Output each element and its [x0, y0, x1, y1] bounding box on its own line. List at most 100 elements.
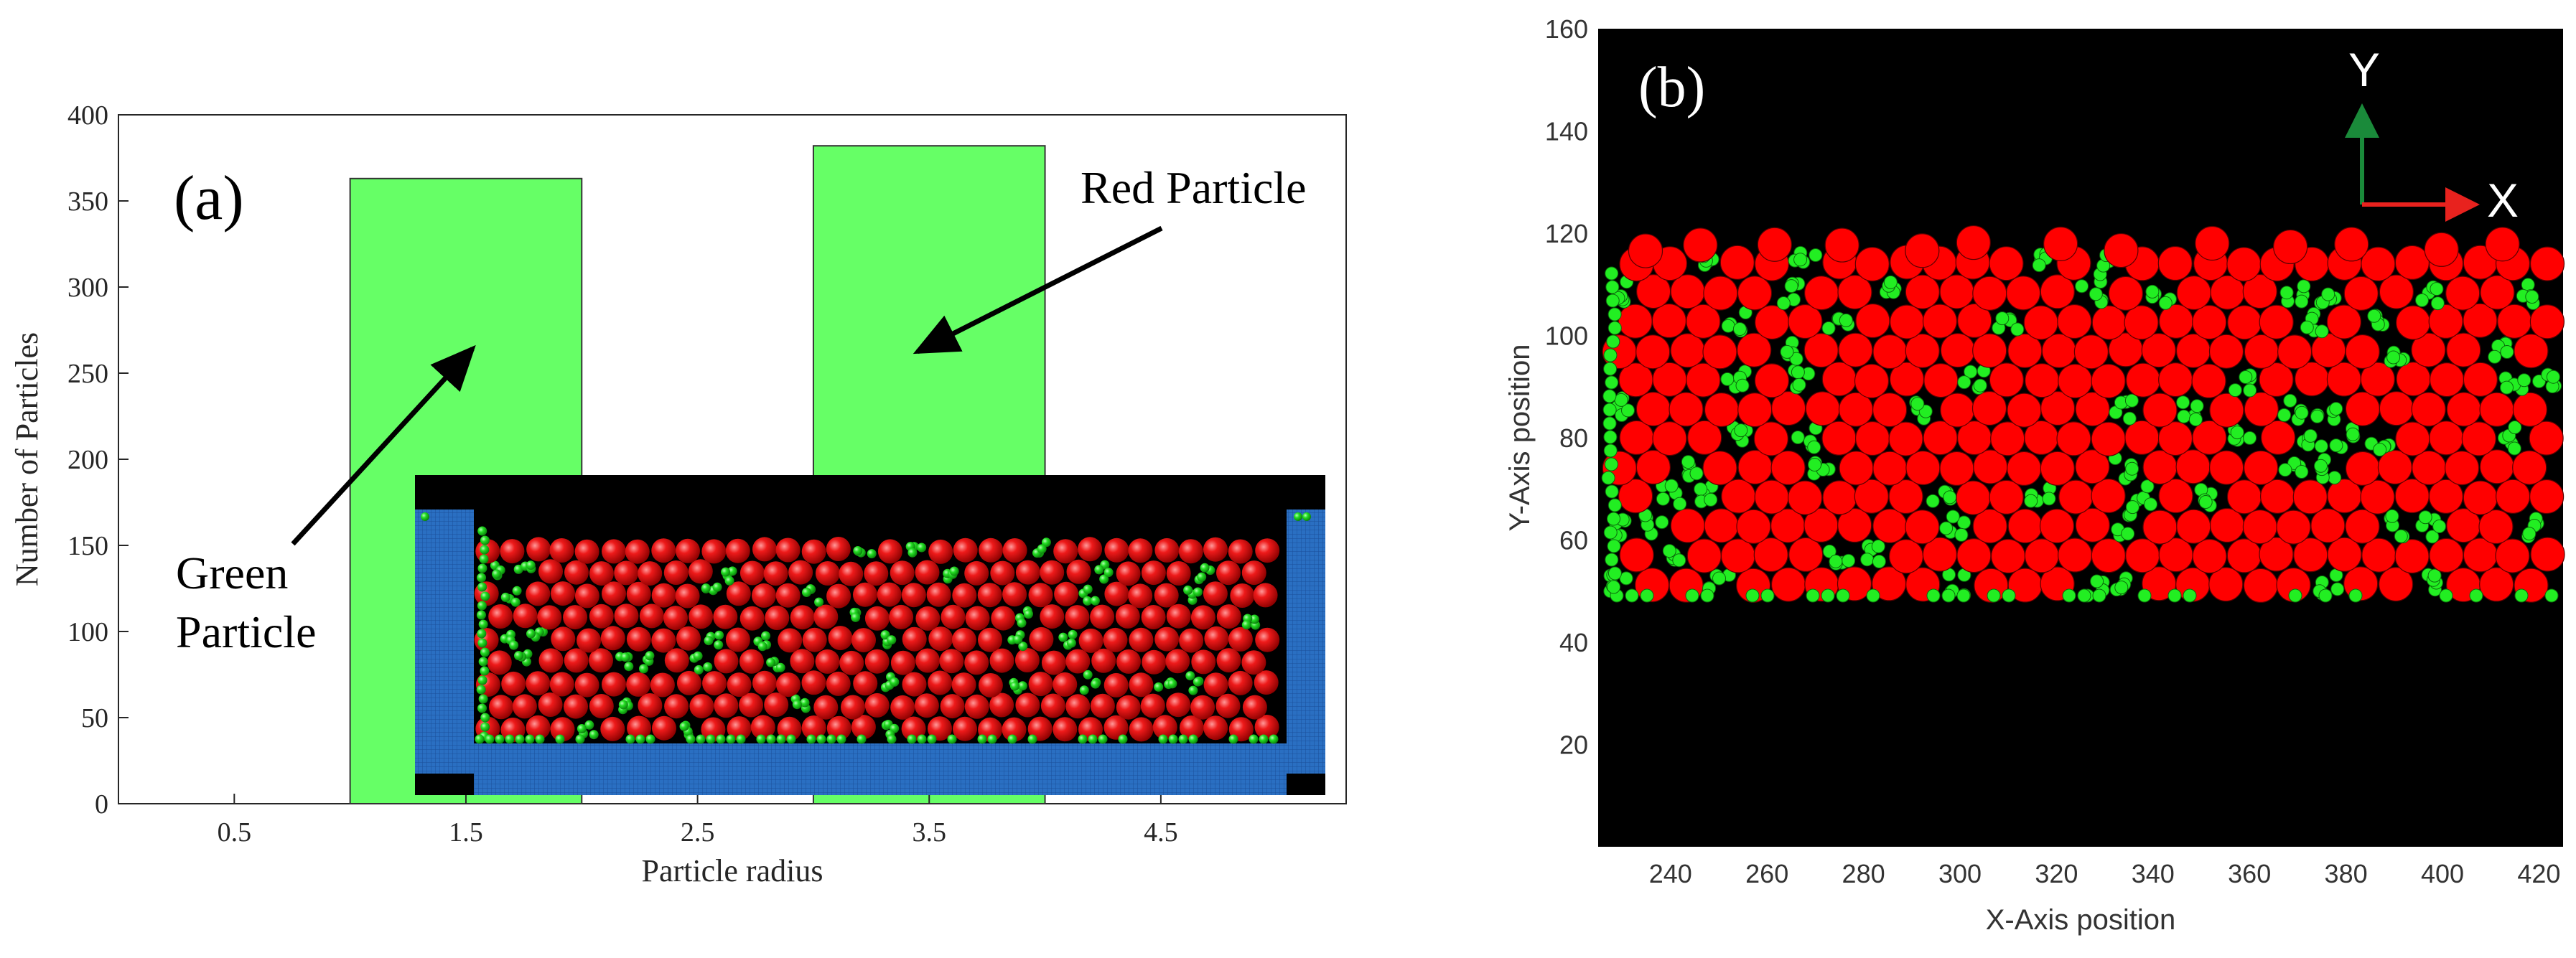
inset-red-particle [1154, 537, 1180, 563]
green-particle [2328, 471, 2342, 485]
inset-green-particle [535, 734, 545, 744]
green-particle [2125, 500, 2139, 515]
inset-red-particle [864, 606, 890, 631]
inset-red-particle [828, 626, 853, 651]
red-particle [1905, 233, 1940, 268]
inset-green-particle [987, 734, 997, 744]
inset-red-particle [714, 693, 739, 718]
red-particle [2412, 450, 2447, 486]
inset-green-particle [1249, 734, 1259, 744]
red-particle [1704, 392, 1740, 428]
inset-red-particle [602, 672, 626, 697]
inset-green-particle [526, 560, 536, 570]
green-particle [2546, 370, 2560, 384]
red-particle [1854, 479, 1889, 514]
red-particle [2446, 392, 2481, 427]
inset-red-particle [714, 649, 739, 674]
inset-red-particle [1128, 538, 1153, 563]
inset-green-particle [624, 662, 634, 672]
red-particle [1669, 392, 1704, 427]
red-particle [1719, 245, 1755, 280]
inset-green-particle [1167, 679, 1177, 689]
red-particle [2056, 421, 2091, 456]
red-particle [1940, 333, 1975, 368]
inset-green-particle [477, 638, 487, 648]
inset-green-particle [1017, 618, 1027, 628]
green-particle [1604, 457, 1618, 471]
inset-red-particle [688, 559, 713, 584]
green-particle [2090, 574, 2104, 588]
red-particle [2040, 390, 2076, 426]
green-particle [1689, 466, 1704, 481]
inset-green-particle [857, 734, 867, 744]
inset-red-particle [551, 581, 575, 606]
green-particle [2385, 509, 2399, 523]
inset-red-particle [600, 716, 625, 741]
inset-green-particle [806, 734, 816, 744]
red-particle [1619, 537, 1654, 573]
green-particle [1602, 416, 1617, 431]
inset-red-particle [1154, 583, 1179, 608]
inset-green-particle [480, 722, 490, 732]
red-particle [1990, 538, 2026, 574]
red-particle [2126, 362, 2161, 398]
inset-green-particle [851, 612, 861, 622]
red-particle [2157, 245, 2193, 281]
y-tick-label-6: 300 [67, 273, 108, 303]
inset-red-particle [877, 539, 902, 564]
green-particle [1995, 311, 2010, 326]
red-particle [1628, 233, 1663, 268]
red-particle [2175, 449, 2211, 484]
inset-green-particle [645, 651, 655, 661]
green-particle [1603, 348, 1618, 362]
red-particle [1872, 508, 1908, 544]
green-particle [2279, 286, 2294, 300]
red-particle [2242, 509, 2277, 545]
inset-red-particle [589, 561, 614, 586]
inset-red-particle [589, 648, 613, 673]
inset-red-particle [1228, 670, 1253, 695]
green-particle [2348, 588, 2363, 603]
inset-green-particle [480, 591, 490, 601]
green-particle [2121, 527, 2135, 541]
chart-b-xlabel: X-Axis position [1986, 904, 2176, 936]
inset-red-particle [526, 537, 551, 562]
inset-green-particle [1168, 734, 1178, 744]
x-tick-label-3: 300 [1938, 859, 1982, 888]
red-particle [1956, 225, 1991, 260]
red-particle [1956, 480, 1991, 515]
inset-green-particle [1269, 734, 1279, 744]
red-particle [2039, 508, 2075, 544]
green-particle [1712, 571, 1726, 586]
green-particle [2277, 408, 2292, 422]
red-particle [2261, 420, 2296, 455]
inset-red-particle [489, 695, 513, 720]
inset-red-particle [928, 716, 952, 741]
red-particle [2142, 509, 2178, 545]
y-tick-label-8: 400 [67, 100, 108, 131]
x-tick-label-6: 360 [2228, 859, 2271, 888]
inset-red-particle [652, 715, 676, 741]
inset-red-particle [1103, 627, 1128, 652]
inset-red-particle [1066, 559, 1091, 584]
green-particle [2427, 568, 2442, 583]
inset-green-particle [776, 734, 786, 744]
red-particle [2495, 538, 2530, 573]
red-particle [2345, 451, 2381, 487]
red-particle [2141, 333, 2176, 368]
green-particle [1829, 554, 1843, 568]
inset-red-particle [1115, 604, 1140, 629]
red-particle [2041, 333, 2076, 368]
red-particle [2091, 478, 2126, 514]
inset-red-particle [989, 648, 1014, 673]
inset-green-particle [477, 703, 487, 713]
inset-red-particle [602, 539, 626, 564]
inset-green-particle [800, 698, 810, 708]
inset-red-particle [651, 628, 676, 653]
inset-red-particle [1152, 715, 1177, 740]
red-particle [2512, 450, 2547, 485]
inset-green-particle [766, 734, 776, 744]
red-particle [2379, 274, 2414, 309]
red-particle [1839, 451, 1874, 486]
inset-red-particle [928, 626, 953, 652]
